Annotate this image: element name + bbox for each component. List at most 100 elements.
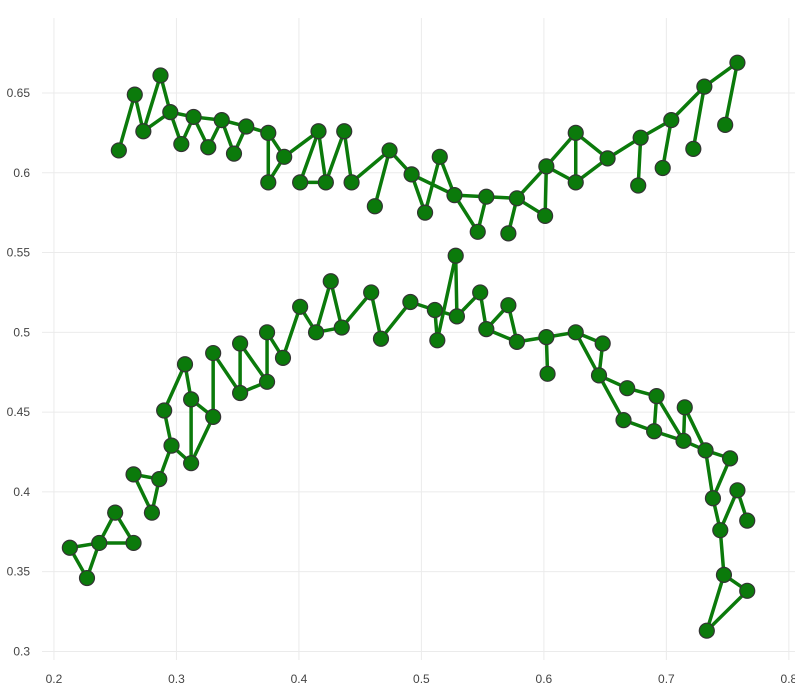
node (363, 284, 380, 301)
x-tick-label: 0.3 (168, 672, 185, 686)
node (696, 78, 713, 95)
grid-lines (42, 18, 795, 660)
node (739, 582, 756, 599)
node (648, 388, 665, 405)
node (185, 108, 202, 126)
edge (723, 60, 740, 127)
y-tick-label: 0.45 (7, 405, 31, 419)
node (712, 522, 729, 539)
node (500, 225, 517, 242)
y-tick-label: 0.35 (7, 565, 31, 579)
edge (705, 573, 726, 633)
node (446, 187, 463, 204)
y-tick-label: 0.3 (13, 644, 30, 658)
node (225, 145, 243, 162)
node (739, 512, 756, 529)
x-tick-label: 0.2 (46, 672, 63, 686)
node (426, 301, 443, 319)
node (663, 112, 680, 129)
node (292, 298, 309, 315)
node (539, 365, 556, 382)
node (632, 129, 649, 146)
edge (453, 253, 459, 319)
node (322, 273, 339, 290)
edge (660, 118, 674, 170)
edge (654, 394, 686, 443)
node (729, 482, 746, 499)
node (258, 324, 276, 341)
node (343, 174, 360, 191)
node (567, 124, 584, 141)
node (508, 190, 526, 207)
node (567, 174, 584, 191)
node (500, 297, 517, 314)
node (173, 135, 190, 153)
edge (298, 129, 321, 185)
edge (141, 73, 163, 134)
node (163, 437, 180, 454)
node (372, 330, 390, 347)
node (594, 335, 611, 352)
node (472, 284, 489, 301)
node (448, 308, 466, 325)
node (685, 140, 702, 157)
node (183, 455, 200, 472)
edge (189, 415, 215, 465)
edge (597, 373, 626, 422)
node (538, 329, 555, 346)
node (675, 432, 692, 449)
node (646, 423, 663, 440)
node (232, 335, 249, 352)
y-tick-label: 0.4 (13, 485, 30, 499)
node (135, 123, 152, 140)
node (619, 380, 636, 397)
node (431, 148, 448, 165)
node (721, 450, 739, 467)
node (310, 123, 327, 140)
node (151, 471, 168, 488)
edge (117, 92, 137, 153)
node (590, 367, 608, 384)
node (91, 534, 108, 552)
node (717, 116, 734, 134)
y-tick-label: 0.5 (13, 325, 30, 339)
x-tick-label: 0.7 (658, 672, 675, 686)
edge (691, 84, 707, 151)
node (729, 54, 746, 71)
node (238, 118, 255, 135)
node (292, 174, 309, 191)
node (307, 324, 325, 341)
node (469, 223, 486, 240)
edge (349, 148, 392, 185)
node (258, 373, 276, 390)
node (403, 166, 420, 183)
edge (342, 129, 354, 185)
x-tick-label: 0.8 (781, 672, 795, 686)
node (715, 566, 733, 583)
node (205, 408, 222, 425)
node (176, 356, 194, 373)
edge (324, 129, 346, 185)
edge (162, 362, 187, 413)
node (317, 174, 334, 191)
y-axis: 0.3 0.35 0.4 0.45 0.5 0.55 0.6 0.65 (7, 86, 31, 658)
node (615, 411, 632, 429)
x-tick-label: 0.4 (291, 672, 308, 686)
node (567, 324, 584, 341)
node (156, 402, 173, 419)
node (402, 293, 419, 311)
x-tick-label: 0.6 (536, 672, 553, 686)
x-axis: 0.2 0.3 0.4 0.5 0.6 0.7 0.8 (46, 672, 795, 686)
x-tick-label: 0.5 (413, 672, 430, 686)
node (336, 123, 353, 140)
edge (316, 129, 328, 185)
node (276, 148, 293, 165)
node (232, 384, 249, 402)
y-tick-label: 0.65 (7, 86, 31, 100)
node (162, 104, 179, 121)
node (538, 158, 555, 175)
y-tick-label: 0.55 (7, 246, 31, 260)
node (126, 86, 143, 103)
node (61, 539, 78, 556)
node (381, 142, 398, 159)
